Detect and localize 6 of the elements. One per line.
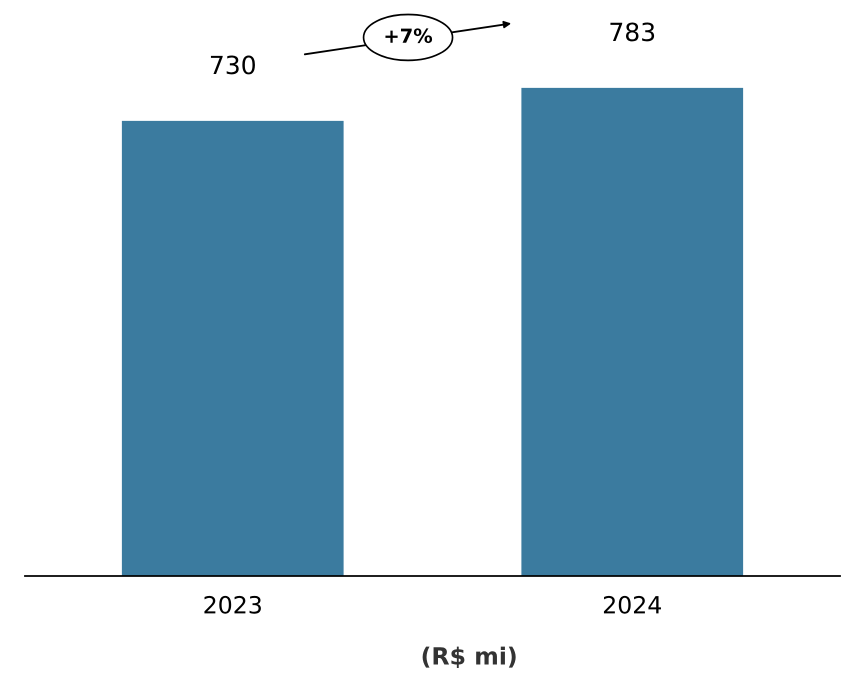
data-label: 783	[610, 22, 654, 42]
data-label: 730	[210, 55, 255, 74]
text: (R$ mi)	[422, 646, 516, 668]
text: +7%	[385, 28, 432, 44]
x-tick-label: 2023	[204, 596, 261, 614]
x-tick-label: 2024	[604, 596, 661, 614]
